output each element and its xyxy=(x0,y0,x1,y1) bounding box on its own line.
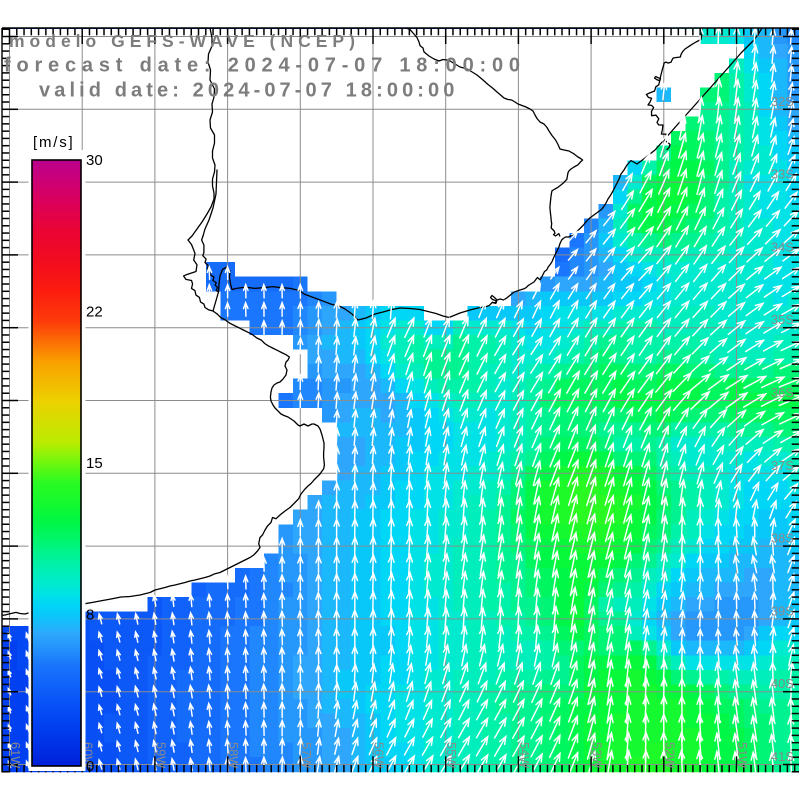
svg-text:forecast date: 2024-07-07 18:0: forecast date: 2024-07-07 18:00:00 xyxy=(4,55,526,77)
svg-text:59W: 59W xyxy=(153,742,168,769)
svg-text:30: 30 xyxy=(86,152,103,169)
svg-text:55W: 55W xyxy=(444,742,459,769)
svg-text:36S: 36S xyxy=(771,385,794,400)
svg-text:39S: 39S xyxy=(771,603,794,618)
svg-text:56W: 56W xyxy=(372,742,387,769)
svg-text:34S: 34S xyxy=(771,239,794,254)
svg-text:valid date: 2024-07-07 18:00:0: valid date: 2024-07-07 18:00:00 xyxy=(39,80,459,102)
svg-text:32S: 32S xyxy=(771,94,794,109)
svg-text:41S: 41S xyxy=(771,749,794,764)
svg-text:15: 15 xyxy=(86,455,103,472)
svg-text:40S: 40S xyxy=(771,676,794,691)
svg-text:51W: 51W xyxy=(735,742,750,769)
svg-text:37S: 37S xyxy=(771,458,794,473)
svg-text:38S: 38S xyxy=(771,531,794,546)
svg-text:0: 0 xyxy=(86,758,94,775)
svg-text:57W: 57W xyxy=(299,742,314,769)
svg-text:33S: 33S xyxy=(771,167,794,182)
svg-text:modelo GEFS-WAVE (NCEP): modelo GEFS-WAVE (NCEP) xyxy=(9,31,360,51)
svg-text:61W: 61W xyxy=(8,742,23,769)
svg-text:58W: 58W xyxy=(226,742,241,769)
svg-text:35S: 35S xyxy=(771,312,794,327)
svg-text:54W: 54W xyxy=(517,742,532,769)
svg-text:52W: 52W xyxy=(662,742,677,769)
svg-text:22: 22 xyxy=(86,304,103,321)
svg-text:[m/s]: [m/s] xyxy=(33,134,75,151)
svg-text:53W: 53W xyxy=(590,742,605,769)
svg-text:8: 8 xyxy=(86,607,94,624)
